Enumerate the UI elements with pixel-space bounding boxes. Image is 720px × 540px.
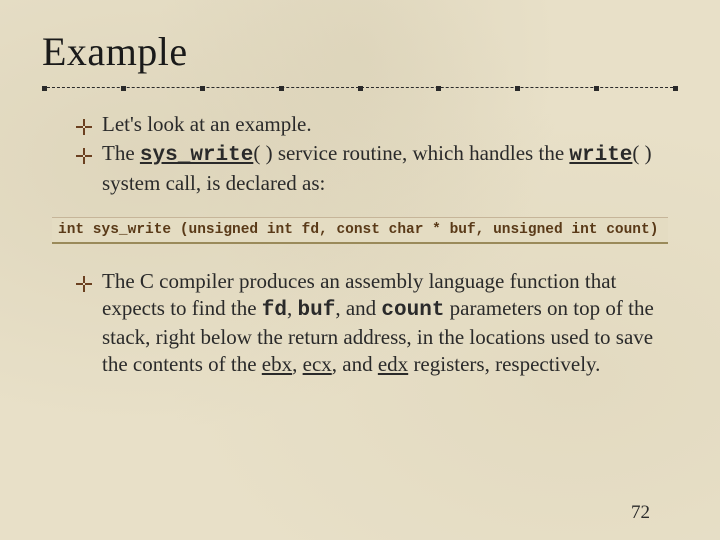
slide: Example Let's look at an example. The sy… bbox=[0, 0, 720, 540]
bullet-text-part: registers, respectively. bbox=[408, 352, 600, 376]
code-inline: fd bbox=[262, 299, 287, 322]
bullet-text-part: , bbox=[292, 352, 303, 376]
code-inline: write bbox=[569, 144, 632, 167]
code-inline: count bbox=[381, 299, 444, 322]
bullet-text-part: The bbox=[102, 141, 140, 165]
register-name: ecx bbox=[303, 352, 332, 376]
bullet-text-part: ( ) service routine, which handles the bbox=[253, 141, 569, 165]
code-inline: sys_write bbox=[140, 144, 253, 167]
list-item: The sys_write( ) service routine, which … bbox=[76, 140, 660, 197]
bullet-icon bbox=[76, 115, 92, 131]
bullet-icon bbox=[76, 272, 92, 288]
bullet-icon bbox=[76, 144, 92, 160]
bullet-text: Let's look at an example. bbox=[102, 112, 312, 136]
bullet-text-part: , bbox=[287, 296, 298, 320]
register-name: edx bbox=[378, 352, 408, 376]
code-inline: buf bbox=[298, 299, 336, 322]
bullet-list: The C compiler produces an assembly lang… bbox=[76, 268, 660, 379]
bullet-text-part: , and bbox=[332, 352, 378, 376]
bullet-list: Let's look at an example. The sys_write(… bbox=[76, 111, 660, 197]
list-item: Let's look at an example. bbox=[76, 111, 660, 138]
page-number: 72 bbox=[631, 502, 650, 524]
code-block: int sys_write (unsigned int fd, const ch… bbox=[52, 217, 668, 244]
page-title: Example bbox=[42, 28, 678, 75]
title-divider bbox=[42, 85, 678, 91]
bullet-text-part: , and bbox=[335, 296, 381, 320]
register-name: ebx bbox=[262, 352, 292, 376]
list-item: The C compiler produces an assembly lang… bbox=[76, 268, 660, 379]
